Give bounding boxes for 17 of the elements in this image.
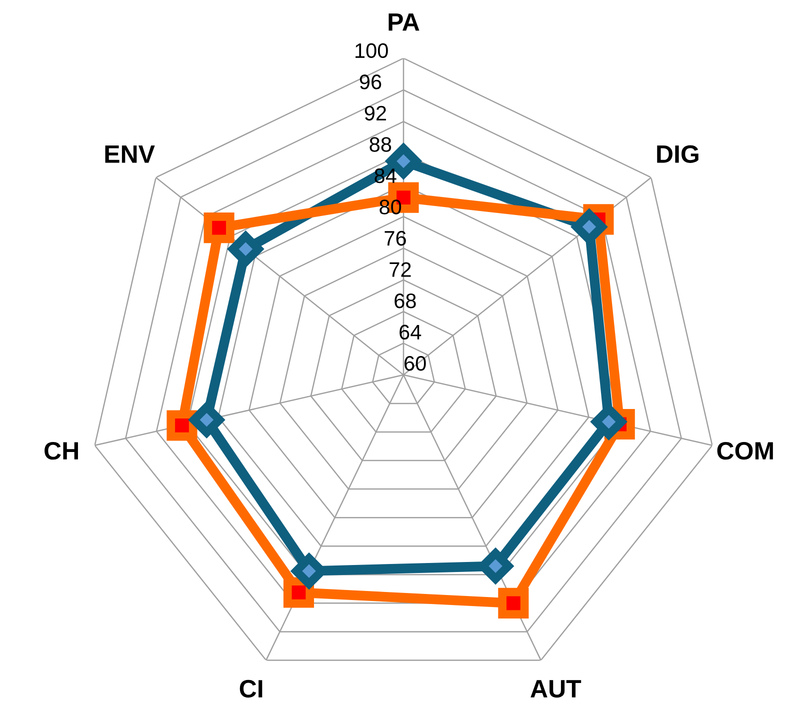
- spoke-label: ENV: [105, 146, 155, 163]
- y-tick-label: 80: [380, 200, 402, 214]
- y-tick-label: 96: [360, 74, 382, 90]
- spoke-label: AUT: [530, 680, 582, 698]
- y-tick-label: 60: [404, 356, 426, 371]
- y-tick-label: 92: [364, 106, 386, 121]
- spoke-label: DIG: [657, 145, 698, 163]
- spoke-label: CI: [240, 680, 262, 698]
- y-tick-label: 100: [356, 43, 388, 58]
- y-tick-label: 76: [384, 230, 406, 246]
- y-tick-label: 88: [370, 137, 392, 152]
- spoke-label: COM: [717, 442, 773, 460]
- y-tick-label: 72: [390, 262, 411, 277]
- spoke-label: PA: [388, 13, 420, 31]
- spoke-label: CH: [44, 442, 78, 460]
- y-tick-label: 64: [400, 324, 422, 340]
- y-tick-label: 68: [394, 293, 416, 308]
